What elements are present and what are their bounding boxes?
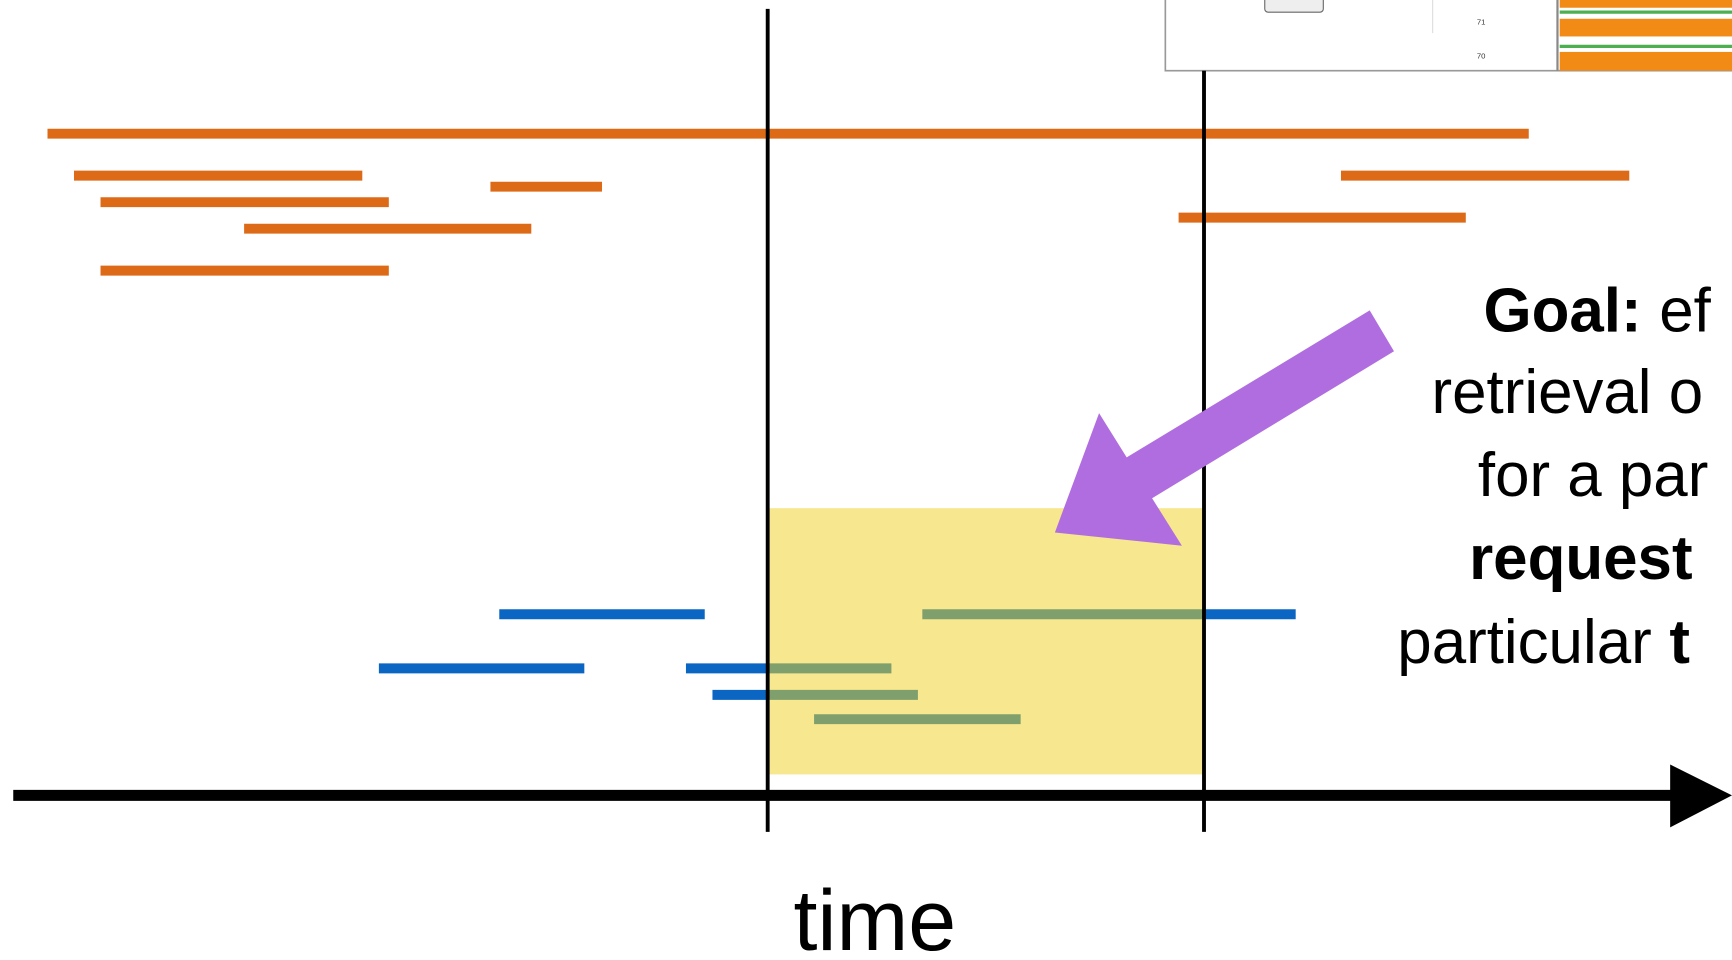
inset-bar — [1560, 0, 1732, 8]
inset-bar — [1560, 52, 1732, 71]
goal-line: request — [1469, 524, 1692, 593]
goal-span: retrieval o — [1432, 358, 1704, 427]
axis-label: time — [793, 873, 956, 960]
page: 71 70 time Goal:efretrieval ofor a parre — [0, 0, 1732, 960]
inset-bar — [1560, 19, 1732, 37]
orange-intervals — [47, 134, 1629, 271]
goal-span: particular — [1397, 608, 1651, 677]
query-window — [768, 508, 1204, 774]
axis-arrowhead — [1670, 764, 1732, 827]
goal-bold: t — [1669, 608, 1690, 677]
goal-bold: Goal: — [1483, 276, 1641, 345]
inset-button — [1265, 0, 1324, 12]
goal-line: Goal: ef — [1483, 276, 1711, 345]
goal-line: particular t — [1397, 608, 1690, 677]
goal-text: Goal: ef retrieval o for a par request partic… — [1397, 276, 1711, 676]
pointer-arrow — [1055, 310, 1394, 545]
slide: 71 70 time Goal:efretrieval ofor a parre — [0, 0, 1732, 960]
goal-line: retrieval o — [1432, 358, 1704, 427]
goal-bold: request — [1469, 524, 1692, 593]
inset-row-label: 71 — [1477, 17, 1486, 26]
inset-screenshot: 71 70 — [1165, 0, 1732, 71]
inset-row-label: 70 — [1477, 52, 1486, 61]
goal-span: ef — [1659, 276, 1711, 345]
goal-span: for a par — [1478, 441, 1708, 510]
goal-line: for a par — [1478, 441, 1708, 510]
